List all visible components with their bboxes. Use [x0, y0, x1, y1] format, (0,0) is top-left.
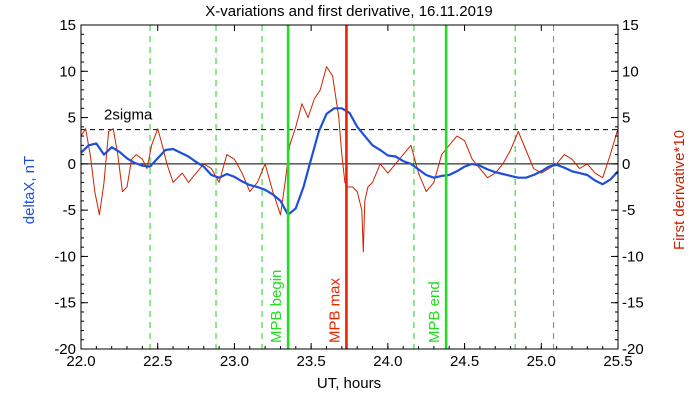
y-axis-left-ticks: -20 -15 -10 -5 0 5 10 15 [54, 17, 88, 358]
y-left-tick-label-4: 0 [68, 156, 76, 173]
y-axis-left-label: deltaX, nT [21, 156, 38, 224]
vertical-markers: MPB begin MPB max MPB end [268, 25, 448, 349]
x-tick-label-4: 24.0 [373, 353, 402, 370]
dashed-gridlines [149, 25, 555, 349]
y-left-tick-label-7: 15 [59, 17, 76, 34]
threshold-label: 2sigma [104, 107, 153, 124]
x-axis-ticks: 22.0 22.5 23.0 23.5 24.0 24.5 25.0 25.5 [66, 25, 633, 370]
x-tick-label-7: 25.5 [603, 353, 632, 370]
y-right-tick-label-2: -10 [622, 248, 644, 265]
y-left-tick-label-0: -20 [54, 341, 76, 358]
series-deltax [80, 107, 619, 216]
y-left-tick-label-1: -15 [54, 295, 76, 312]
series-line-derivative [80, 66, 619, 253]
y-right-tick-label-6: 10 [622, 63, 639, 80]
x-tick-label-3: 23.5 [297, 353, 326, 370]
y-right-tick-label-5: 5 [622, 110, 630, 127]
y-left-tick-label-6: 10 [59, 63, 76, 80]
y-left-tick-label-2: -10 [54, 248, 76, 265]
marker-label-0: MPB begin [268, 270, 285, 343]
x-tick-label-2: 23.0 [220, 353, 249, 370]
y-axis-right-ticks: -20 -15 -10 -5 0 5 10 15 [611, 17, 644, 358]
y-right-tick-label-3: -5 [622, 202, 635, 219]
y-right-tick-label-4: 0 [622, 156, 630, 173]
y-right-tick-label-7: 15 [622, 17, 639, 34]
y-right-tick-label-1: -15 [622, 295, 644, 312]
marker-label-1: MPB max [326, 277, 343, 343]
plot-frame [80, 24, 619, 350]
marker-label-2: MPB end [426, 281, 443, 343]
y-left-tick-label-5: 5 [68, 110, 76, 127]
x-tick-label-1: 22.5 [143, 353, 172, 370]
x-tick-label-5: 24.5 [450, 353, 479, 370]
y-left-tick-label-3: -5 [63, 202, 76, 219]
x-tick-label-0: 22.0 [66, 353, 95, 370]
series-derivative [80, 66, 619, 253]
y-axis-right-label: First derivative*10 [671, 130, 688, 250]
x-axis-label: UT, hours [317, 375, 381, 392]
y-right-tick-label-0: -20 [622, 341, 644, 358]
series-line-deltaX [80, 107, 619, 216]
chart-title: X-variations and first derivative, 16.11… [205, 3, 492, 20]
x-tick-label-6: 25.0 [527, 353, 556, 370]
